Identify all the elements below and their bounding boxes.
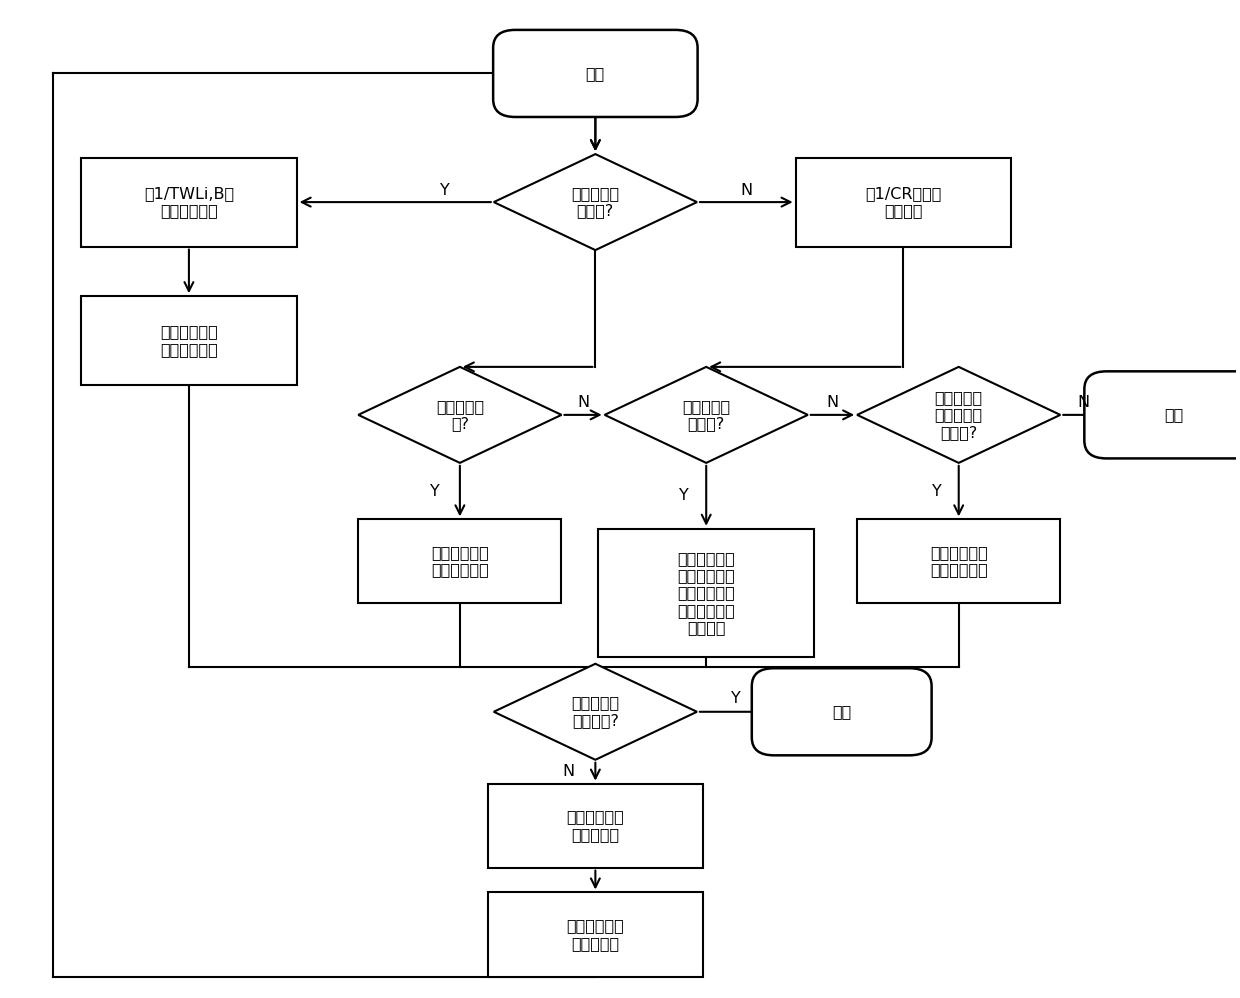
FancyBboxPatch shape — [751, 669, 931, 755]
FancyBboxPatch shape — [494, 30, 698, 117]
Bar — [487, 783, 703, 867]
Text: 投料可行集
是否为空?: 投料可行集 是否为空? — [572, 696, 620, 728]
Text: 结束: 结束 — [832, 705, 852, 720]
Text: 更新各设备负
荷及总负荷: 更新各设备负 荷及总负荷 — [567, 918, 624, 951]
Text: Y: Y — [440, 183, 449, 198]
Text: 生产线总负
荷低于预期
总负荷?: 生产线总负 荷低于预期 总负荷? — [935, 390, 983, 440]
Text: Y: Y — [430, 484, 440, 499]
Text: 瓶颈设备是
否饥饿?: 瓶颈设备是 否饥饿? — [572, 186, 620, 219]
Text: 以1/TWLi,B计
算工件优先级: 以1/TWLi,B计 算工件优先级 — [144, 186, 234, 219]
Text: 将所有工件投
入投料可行集: 将所有工件投 入投料可行集 — [160, 324, 218, 357]
Text: Y: Y — [730, 692, 740, 707]
Text: N: N — [562, 764, 574, 779]
Bar — [599, 529, 813, 658]
Text: Y: Y — [680, 488, 689, 503]
Text: 将紧急工件投
入投料可行集: 将紧急工件投 入投料可行集 — [432, 545, 489, 578]
Text: 将所有工件投
入投料可行集: 将所有工件投 入投料可行集 — [930, 545, 987, 578]
FancyBboxPatch shape — [1084, 371, 1240, 458]
Text: 按优先级投入
第一个工件: 按优先级投入 第一个工件 — [567, 809, 624, 841]
Text: Y: Y — [931, 484, 941, 499]
Text: 开始: 开始 — [585, 66, 605, 81]
Polygon shape — [605, 367, 807, 463]
Bar — [81, 296, 296, 385]
Text: 是否有头设
备饥饿?: 是否有头设 备饥饿? — [682, 398, 730, 431]
Bar — [487, 892, 703, 976]
Bar — [857, 519, 1060, 604]
Text: N: N — [826, 394, 838, 409]
Text: 将以头设备为
第一工序加工
设备的产品所
有工件投入投
料可行集: 将以头设备为 第一工序加工 设备的产品所 有工件投入投 料可行集 — [677, 551, 735, 636]
Text: N: N — [1078, 394, 1090, 409]
Text: 以1/CR计算工
件优先级: 以1/CR计算工 件优先级 — [866, 186, 941, 219]
Bar — [796, 158, 1011, 247]
Text: 结束: 结束 — [1164, 407, 1184, 422]
Bar — [358, 519, 562, 604]
Polygon shape — [857, 367, 1060, 463]
Polygon shape — [358, 367, 562, 463]
Text: N: N — [577, 394, 589, 409]
Polygon shape — [494, 154, 697, 250]
Polygon shape — [494, 664, 697, 759]
Text: N: N — [740, 183, 753, 198]
Text: 存在紧急工
件?: 存在紧急工 件? — [435, 398, 484, 431]
Bar — [81, 158, 296, 247]
